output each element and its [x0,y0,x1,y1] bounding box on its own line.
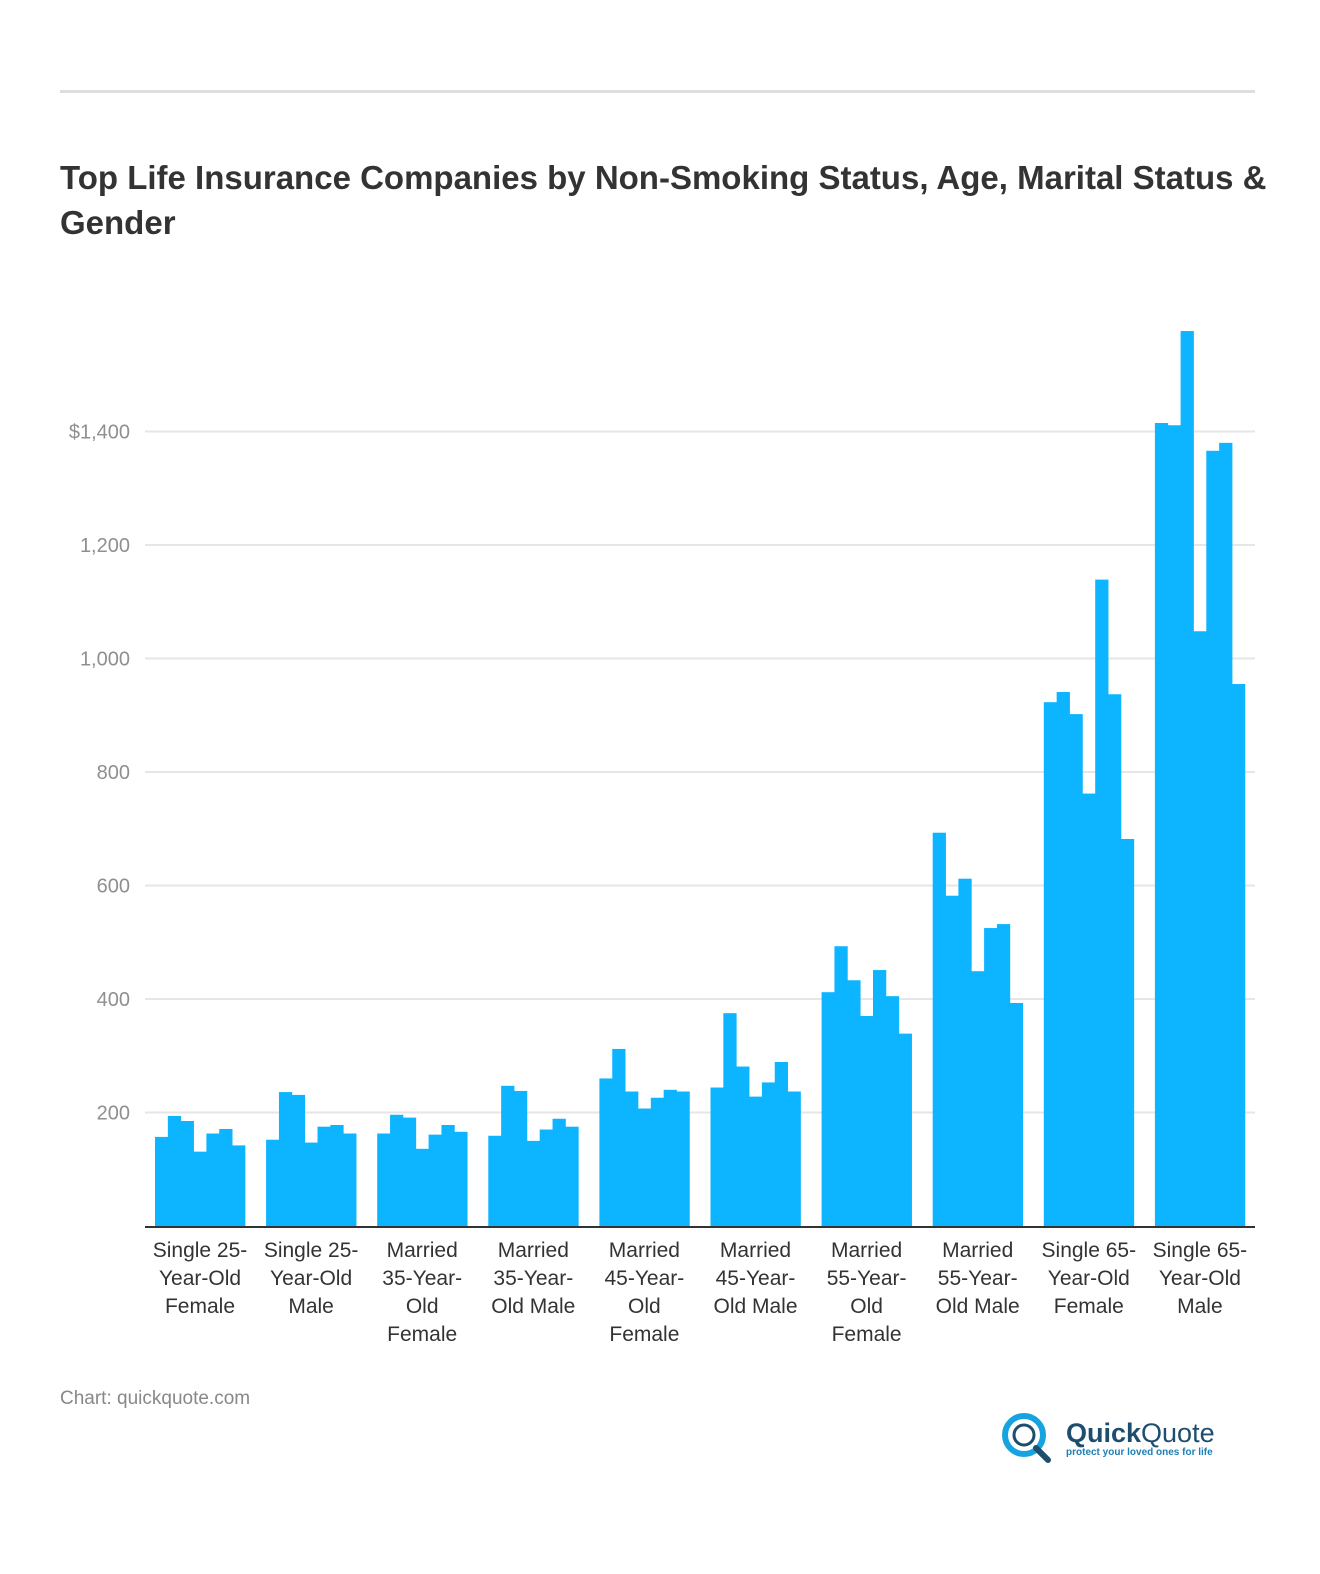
bar [1009,1002,1024,1226]
bar [736,1066,750,1226]
bar [612,1048,626,1226]
bar [958,878,972,1226]
x-tick-label: Married 55-Year-Old Female [826,1239,907,1346]
logo-tagline: protect your loved ones for life [1066,1446,1213,1458]
bar [441,1124,455,1226]
bar [1167,425,1181,1226]
bar [180,1121,194,1226]
x-tick-label: Married 45-Year-Old Female [604,1239,685,1346]
bar [710,1087,724,1226]
bar [304,1142,318,1226]
bar [390,1114,404,1226]
bar [454,1131,468,1226]
bar [663,1089,677,1226]
bar [625,1091,639,1226]
bar [932,832,946,1226]
bar [945,895,959,1226]
y-tick-label: 1,200 [80,535,130,557]
bar [821,992,835,1226]
bar [996,924,1011,1226]
x-tick-label: Married 55-Year-Old Male [935,1239,1020,1318]
x-tick-label: Single 65-Year-Old Male [1152,1239,1248,1318]
bar [1154,422,1169,1226]
bar [1193,631,1207,1226]
bar [1082,793,1096,1226]
bar [1219,442,1233,1227]
bar [428,1134,442,1226]
bar [167,1115,182,1226]
magnifier-q-icon [1002,1413,1051,1463]
x-tick-label: Single 25-Year-Old Male [263,1239,359,1318]
top-divider [60,90,1255,93]
bar [834,946,848,1226]
bar [676,1091,690,1226]
bar [761,1082,776,1226]
bar [565,1126,579,1226]
y-tick-label: $1,400 [69,422,130,444]
bar [377,1133,391,1226]
bar [1206,450,1220,1226]
x-tick-label: Single 65-Year-Old Female [1041,1239,1137,1318]
chart-source: Chart: quickquote.com [60,1388,251,1409]
bar [1043,702,1058,1226]
bar [514,1090,528,1226]
bar [266,1139,280,1226]
bar [155,1136,169,1226]
bar [971,971,985,1226]
bar [898,1033,912,1226]
bar [232,1145,246,1226]
bar [539,1129,553,1226]
bar [343,1133,357,1226]
bar [1232,684,1246,1226]
bar [1180,331,1194,1226]
y-tick-label: 200 [97,1103,130,1125]
bar [206,1133,220,1226]
y-tick-label: 400 [97,989,130,1011]
bar [1056,691,1070,1226]
x-tick-label: Married 45-Year-Old Male [713,1239,798,1318]
bar [415,1148,429,1226]
bar [501,1085,515,1226]
bar [860,1016,874,1226]
bar [749,1096,763,1226]
quickquote-logo: QuickQuote protect your loved ones for l… [1000,1410,1215,1466]
bar [330,1124,344,1226]
bar [291,1094,306,1226]
x-tick-label: Single 25-Year-Old Female [152,1239,248,1318]
y-tick-label: 600 [97,876,130,898]
x-tick-label: Married 35-Year-Old Male [491,1239,576,1318]
logo-name: QuickQuote [1066,1417,1215,1448]
x-tick-label: Married 35-Year-Old Female [382,1239,463,1346]
bar [526,1140,541,1226]
bar [984,928,998,1226]
bar [278,1092,293,1226]
bar [1108,694,1122,1226]
bar [1095,579,1109,1226]
y-tick-label: 800 [97,762,130,784]
bar [847,980,861,1226]
bar [193,1151,207,1226]
bar [787,1091,801,1226]
bar [885,996,900,1226]
bar [1120,838,1135,1226]
bar [650,1097,665,1226]
bar [774,1061,788,1226]
bar [723,1013,737,1226]
bar [219,1128,233,1226]
bar [1069,714,1083,1226]
bar [873,970,887,1226]
bar [488,1135,502,1226]
bar [637,1108,652,1226]
bar [402,1117,417,1226]
chart-title: Top Life Insurance Companies by Non-Smok… [60,159,1267,241]
y-tick-label: 1,000 [80,649,130,671]
bar [317,1126,331,1226]
bar [599,1078,613,1226]
bar [552,1118,566,1226]
